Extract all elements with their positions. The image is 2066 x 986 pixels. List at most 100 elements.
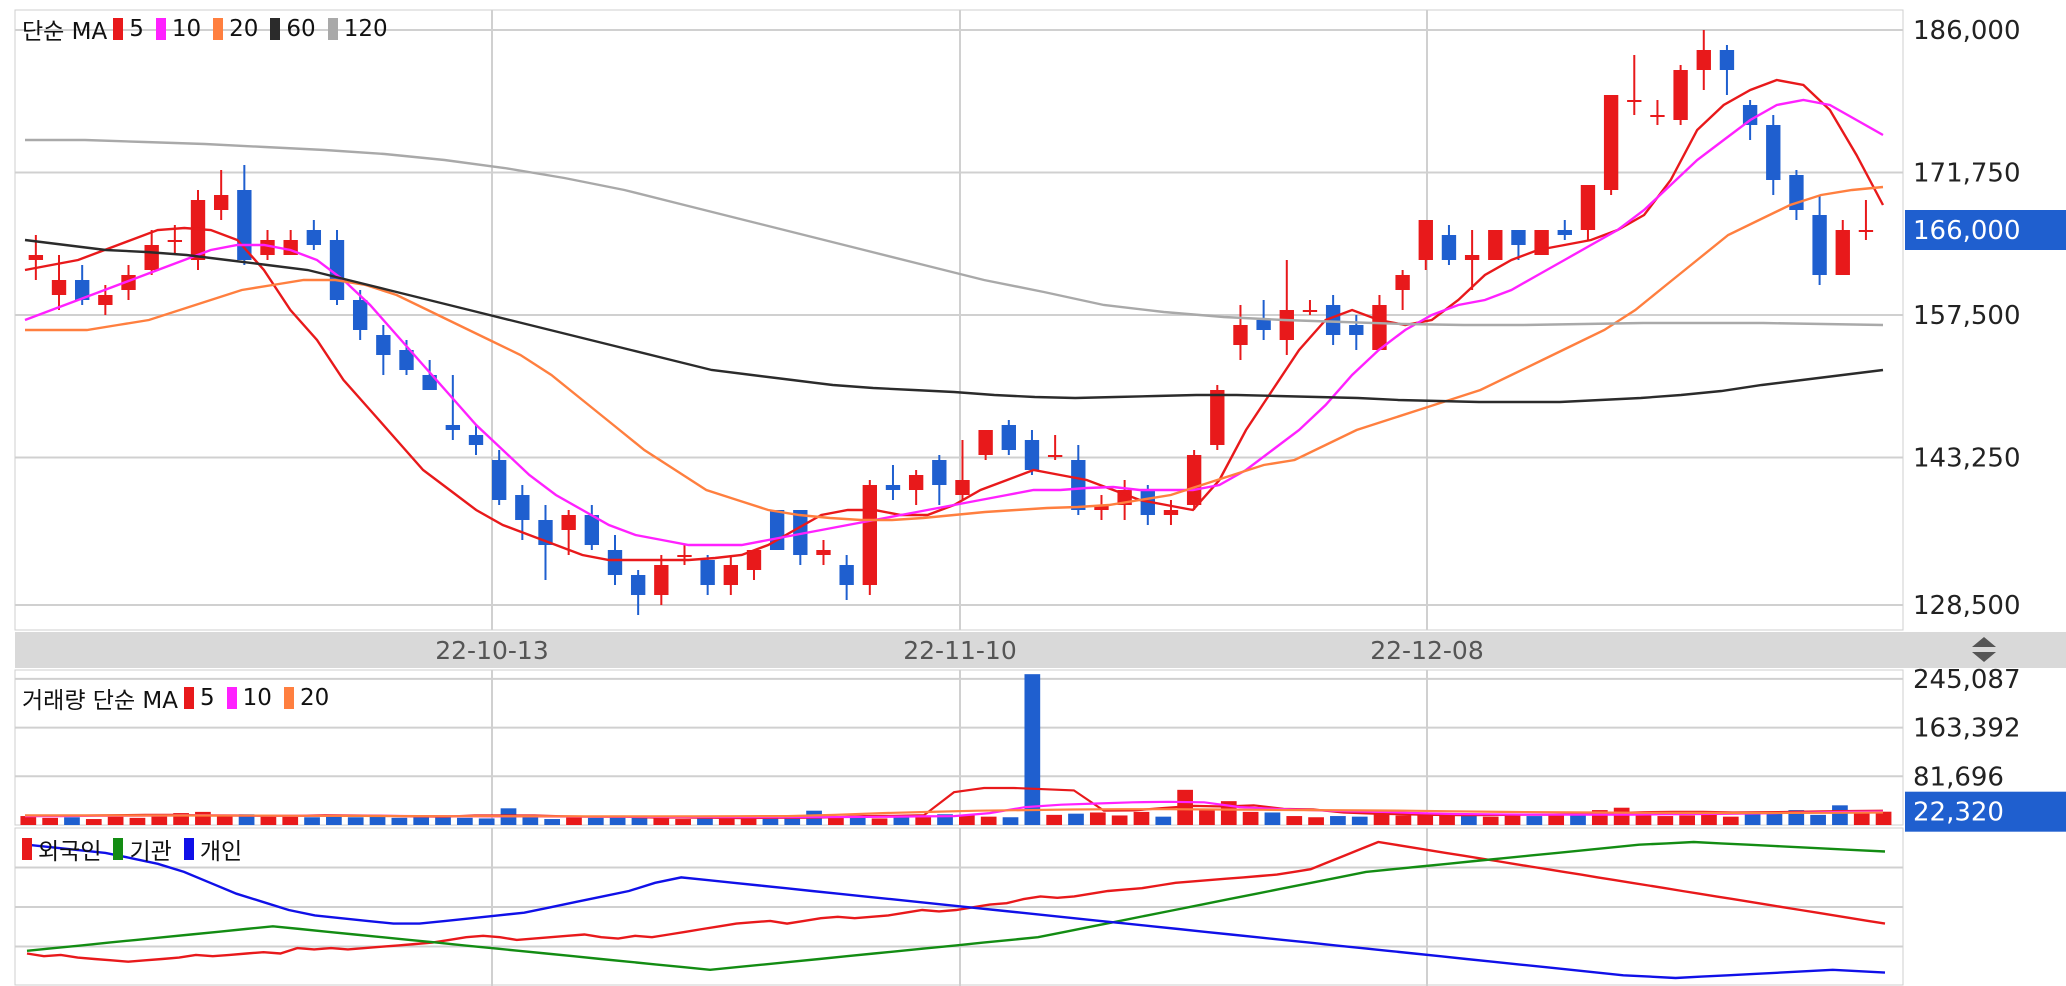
candle[interactable]: [468, 425, 484, 455]
candle[interactable]: [839, 555, 854, 600]
volume-bar[interactable]: [893, 817, 910, 825]
volume-bar[interactable]: [849, 817, 866, 825]
candle[interactable]: [1696, 30, 1711, 90]
volume-bar[interactable]: [413, 816, 430, 825]
candle[interactable]: [1117, 480, 1132, 520]
candle[interactable]: [376, 325, 391, 375]
candle[interactable]: [167, 225, 183, 255]
volume-bar[interactable]: [238, 814, 255, 825]
candle[interactable]: [1441, 225, 1457, 265]
volume-bar[interactable]: [1089, 812, 1106, 825]
candle[interactable]: [1186, 450, 1202, 510]
candle[interactable]: [1325, 295, 1341, 345]
volume-bar[interactable]: [697, 817, 713, 825]
candle[interactable]: [1071, 445, 1086, 515]
volume-bar[interactable]: [1853, 813, 1870, 825]
volume-bar[interactable]: [1068, 813, 1084, 825]
volume-bar[interactable]: [1133, 811, 1150, 825]
volume-bar[interactable]: [1635, 814, 1652, 825]
volume-bar[interactable]: [1875, 811, 1892, 825]
volume-bar[interactable]: [1701, 814, 1717, 825]
candle[interactable]: [1673, 65, 1688, 125]
volume-bar[interactable]: [1439, 814, 1455, 825]
volume-bar[interactable]: [1548, 814, 1565, 825]
candle[interactable]: [1580, 185, 1596, 240]
candle[interactable]: [908, 470, 924, 505]
candle[interactable]: [1418, 220, 1433, 270]
volume-bar[interactable]: [1330, 816, 1346, 825]
candle[interactable]: [352, 290, 368, 340]
candle[interactable]: [445, 375, 461, 440]
candle[interactable]: [1858, 200, 1874, 240]
volume-bar[interactable]: [1024, 674, 1041, 825]
volume-bar[interactable]: [1613, 807, 1630, 825]
candle[interactable]: [1302, 300, 1318, 315]
volume-bar[interactable]: [1308, 817, 1324, 825]
volume-bar[interactable]: [1199, 810, 1215, 825]
candle[interactable]: [422, 360, 437, 390]
volume-bar[interactable]: [740, 817, 757, 825]
volume-bar[interactable]: [828, 816, 844, 825]
volume-bar[interactable]: [915, 815, 932, 825]
volume-bar[interactable]: [1351, 816, 1368, 825]
volume-bar[interactable]: [85, 819, 102, 825]
volume-bar[interactable]: [718, 818, 735, 825]
candle[interactable]: [1603, 95, 1619, 195]
candle[interactable]: [584, 505, 600, 550]
volume-bar[interactable]: [1046, 814, 1063, 825]
candle[interactable]: [1279, 260, 1294, 355]
volume-bar[interactable]: [326, 815, 342, 825]
candle[interactable]: [654, 555, 669, 605]
candle[interactable]: [723, 555, 738, 595]
candle[interactable]: [1627, 55, 1642, 115]
volume-bar[interactable]: [64, 817, 80, 825]
volume-bar[interactable]: [1722, 816, 1739, 825]
candle[interactable]: [1163, 500, 1179, 525]
volume-bar[interactable]: [1504, 815, 1521, 825]
volume-bar[interactable]: [1832, 805, 1848, 825]
candle[interactable]: [329, 230, 345, 305]
candle[interactable]: [1650, 100, 1665, 125]
volume-bar[interactable]: [609, 815, 626, 825]
volume-bar[interactable]: [456, 817, 473, 825]
volume-bar[interactable]: [260, 814, 277, 825]
volume-bar[interactable]: [871, 818, 888, 825]
candle[interactable]: [816, 540, 831, 565]
candle[interactable]: [213, 170, 229, 220]
volume-bar[interactable]: [587, 817, 604, 825]
volume-bar[interactable]: [522, 816, 539, 825]
candle[interactable]: [1395, 270, 1410, 310]
volume-bar[interactable]: [216, 814, 233, 825]
volume-bar[interactable]: [151, 816, 168, 825]
candle[interactable]: [515, 485, 530, 540]
volume-plot[interactable]: [20, 674, 1892, 825]
candle[interactable]: [1488, 230, 1503, 260]
candle[interactable]: [491, 450, 507, 505]
volume-bar[interactable]: [1155, 816, 1172, 825]
candle[interactable]: [1349, 315, 1364, 350]
candle[interactable]: [1789, 170, 1804, 220]
volume-bar[interactable]: [369, 816, 386, 825]
volume-bar[interactable]: [653, 817, 670, 825]
candle[interactable]: [561, 510, 576, 555]
candle[interactable]: [306, 220, 322, 250]
candle[interactable]: [932, 455, 947, 505]
volume-bar[interactable]: [1373, 814, 1390, 825]
candle[interactable]: [862, 480, 877, 595]
candle[interactable]: [677, 545, 692, 565]
candle[interactable]: [1719, 45, 1735, 95]
volume-bar[interactable]: [1744, 813, 1761, 825]
candle[interactable]: [1233, 305, 1248, 360]
volume-bar[interactable]: [304, 817, 320, 825]
volume-bar[interactable]: [42, 817, 58, 825]
candle[interactable]: [1464, 230, 1480, 290]
volume-bar[interactable]: [1657, 816, 1674, 825]
volume-bar[interactable]: [762, 816, 779, 825]
volume-bar[interactable]: [347, 817, 364, 825]
volume-bar[interactable]: [391, 817, 408, 825]
candle[interactable]: [978, 430, 993, 460]
candle[interactable]: [1511, 230, 1526, 260]
candle[interactable]: [793, 510, 808, 565]
candle[interactable]: [1812, 195, 1827, 285]
candle[interactable]: [885, 465, 901, 500]
